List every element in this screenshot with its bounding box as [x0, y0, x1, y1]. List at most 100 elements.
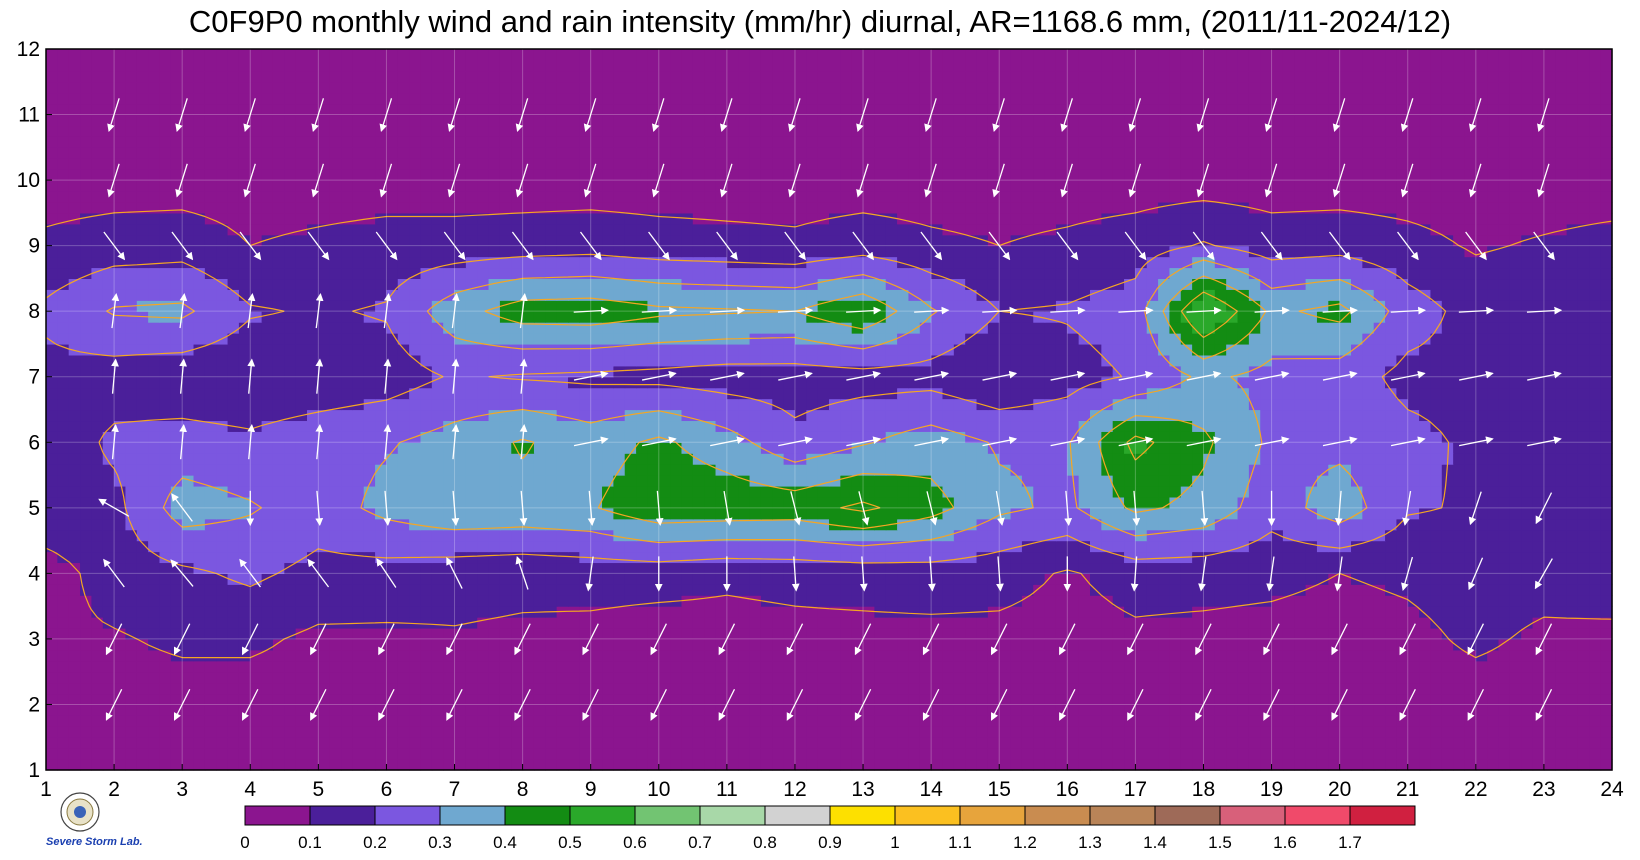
heatmap-cell — [1373, 398, 1386, 411]
heatmap-cell — [499, 737, 512, 749]
heatmap-cell — [216, 617, 229, 629]
heatmap-cell — [1521, 726, 1534, 738]
heatmap-cell — [681, 660, 694, 673]
heatmap-cell — [114, 398, 127, 411]
heatmap-cell — [1135, 507, 1148, 520]
heatmap-cell — [953, 442, 966, 454]
heatmap-cell — [1351, 442, 1363, 454]
heatmap-cell — [987, 387, 1000, 400]
heatmap-cell — [91, 496, 104, 509]
heatmap-cell — [1566, 464, 1579, 476]
heatmap-cell — [250, 464, 263, 476]
heatmap-cell — [647, 562, 660, 574]
heatmap-cell — [1180, 453, 1193, 465]
heatmap-cell — [783, 715, 796, 727]
heatmap-cell — [602, 551, 614, 564]
heatmap-cell — [1589, 420, 1602, 432]
heatmap-cell — [1055, 584, 1068, 596]
heatmap-cell — [159, 376, 172, 389]
heatmap-cell — [670, 485, 683, 498]
heatmap-cell — [1305, 529, 1318, 542]
heatmap-cell — [1237, 704, 1250, 716]
heatmap-cell — [1453, 398, 1466, 411]
heatmap-cell — [431, 562, 444, 574]
heatmap-cell — [511, 649, 524, 662]
heatmap-cell — [1385, 748, 1397, 760]
heatmap-cell — [216, 387, 229, 400]
heatmap-cell — [908, 748, 921, 760]
heatmap-cell — [363, 748, 376, 760]
heatmap-cell — [1362, 485, 1375, 498]
heatmap-cell — [1169, 420, 1182, 432]
heatmap-cell — [159, 464, 172, 476]
heatmap-cell — [68, 431, 81, 443]
heatmap-cell — [1498, 726, 1511, 738]
heatmap-cell — [1328, 518, 1341, 531]
heatmap-cell — [556, 431, 569, 443]
heatmap-cell — [204, 442, 217, 454]
heatmap-cell — [102, 529, 115, 542]
heatmap-cell — [692, 748, 705, 760]
heatmap-cell — [590, 584, 603, 596]
heatmap-cell — [159, 627, 172, 640]
heatmap-cell — [363, 464, 376, 476]
heatmap-cell — [57, 671, 70, 684]
heatmap-cell — [1090, 518, 1102, 531]
heatmap-cell — [1294, 529, 1307, 542]
heatmap-cell — [1078, 507, 1091, 520]
heatmap-cell — [182, 715, 195, 727]
heatmap-cell — [1078, 442, 1091, 454]
heatmap-cell — [1135, 453, 1148, 465]
heatmap-cell — [806, 671, 819, 684]
heatmap-cell — [1078, 759, 1091, 771]
heatmap-cell — [590, 649, 603, 662]
heatmap-cell — [352, 606, 365, 618]
heatmap-cell — [295, 540, 308, 553]
heatmap-cell — [1146, 682, 1159, 695]
heatmap-cell — [1135, 464, 1148, 476]
heatmap-cell — [760, 606, 773, 618]
heatmap-cell — [295, 737, 308, 749]
heatmap-cell — [681, 464, 694, 476]
heatmap-cell — [420, 376, 433, 389]
heatmap-cell — [46, 595, 58, 607]
heatmap-cell — [1509, 442, 1522, 454]
heatmap-cell — [772, 507, 785, 520]
heatmap-cell — [1532, 759, 1545, 771]
heatmap-cell — [295, 726, 308, 738]
heatmap-cell — [1294, 660, 1307, 673]
heatmap-cell — [284, 759, 297, 771]
heatmap-cell — [182, 562, 195, 574]
heatmap-cell — [1282, 693, 1295, 706]
heatmap-cell — [1351, 627, 1363, 640]
heatmap-cell — [1464, 453, 1477, 465]
heatmap-cell — [738, 726, 751, 738]
heatmap-cell — [431, 507, 444, 520]
heatmap-cell — [1464, 617, 1477, 629]
heatmap-cell — [1543, 759, 1556, 771]
heatmap-cell — [851, 518, 864, 531]
heatmap-cell — [1487, 737, 1500, 749]
heatmap-cell — [1271, 726, 1284, 738]
heatmap-cell — [57, 420, 70, 432]
heatmap-cell — [987, 715, 1000, 727]
heatmap-cell — [1566, 518, 1579, 531]
heatmap-cell — [1044, 453, 1057, 465]
heatmap-cell — [704, 660, 717, 673]
heatmap-cell — [1135, 638, 1148, 651]
heatmap-cell — [1589, 649, 1602, 662]
heatmap-cell — [840, 387, 853, 400]
heatmap-cell — [1396, 595, 1409, 607]
heatmap-cell — [431, 748, 444, 760]
heatmap-cell — [1090, 453, 1102, 465]
heatmap-cell — [636, 387, 649, 400]
heatmap-cell — [863, 485, 875, 498]
heatmap-cell — [1487, 627, 1500, 640]
heatmap-cell — [840, 453, 853, 465]
heatmap-cell — [1441, 376, 1454, 389]
heatmap-cell — [1464, 682, 1477, 695]
heatmap-cell — [227, 693, 240, 706]
heatmap-cell — [1600, 584, 1613, 596]
heatmap-cell — [919, 507, 932, 520]
heatmap-cell — [1124, 715, 1136, 727]
